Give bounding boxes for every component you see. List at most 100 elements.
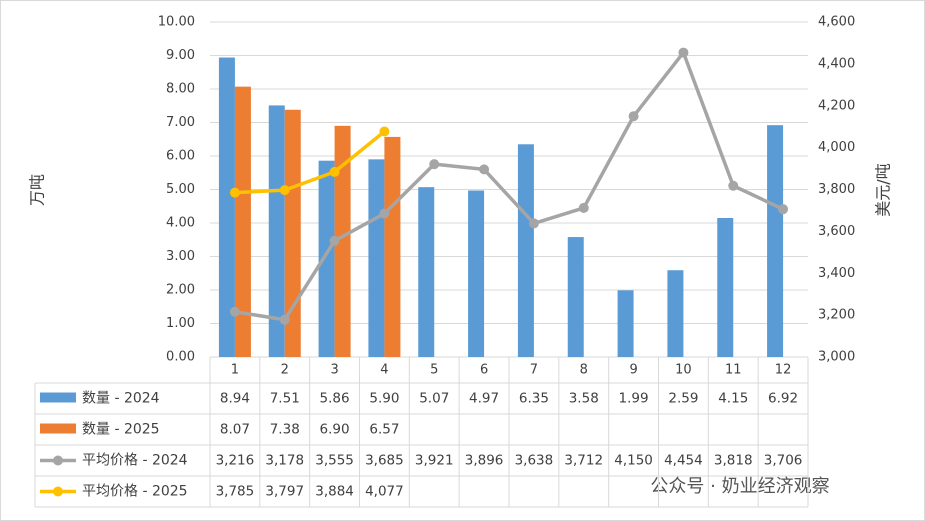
table-value: 3,884 [315, 484, 354, 500]
line-marker [379, 126, 390, 137]
y-tick-label: 5.00 [166, 182, 195, 197]
y2-axis-label: 美元/吨 [874, 163, 893, 216]
line-marker [479, 164, 490, 175]
legend-key [40, 423, 76, 434]
table-value: 3,638 [515, 453, 554, 469]
watermark: 公众号 · 奶业经济观察 [650, 476, 829, 497]
legend-label: 平均价格 - 2025 [82, 484, 188, 500]
y-tick-label: 10.00 [158, 15, 195, 30]
line-marker [528, 218, 539, 229]
legend-label: 数量 - 2024 [82, 391, 160, 407]
table-value: 8.07 [220, 422, 250, 438]
line-marker [678, 47, 689, 58]
y2-tick-label: 4,200 [818, 98, 855, 113]
table-value: 8.94 [220, 391, 250, 407]
x-tick-label: 11 [725, 363, 742, 378]
line-marker [329, 235, 340, 246]
x-tick-label: 10 [675, 363, 692, 378]
table-value: 4,077 [365, 484, 404, 500]
y2-tick-label: 4,400 [818, 56, 855, 71]
y-tick-label: 2.00 [166, 283, 195, 298]
bar [284, 109, 301, 358]
bar [318, 160, 335, 357]
bar [667, 270, 684, 357]
table-value: 5.90 [369, 391, 399, 407]
bar [567, 237, 584, 357]
line-marker [329, 166, 340, 177]
table-value: 6.92 [768, 391, 798, 407]
bar [268, 105, 285, 357]
bar [334, 125, 351, 357]
y2-tick-label: 3,000 [818, 350, 855, 365]
y2-tick-label: 4,600 [818, 15, 855, 30]
y2-tick-label: 3,200 [818, 308, 855, 323]
table-value: 4.15 [718, 391, 748, 407]
line [234, 50, 784, 322]
table-value: 3,785 [216, 484, 255, 500]
bar [368, 159, 385, 357]
table-value: 4,150 [614, 453, 653, 469]
bar [234, 86, 251, 357]
table-value: 3,216 [216, 453, 255, 469]
table-value: 7.51 [270, 391, 300, 407]
y2-tick-label: 3,800 [818, 182, 855, 197]
y2-tick-label: 4,000 [818, 140, 855, 155]
y-tick-label: 6.00 [166, 149, 195, 164]
table-value: 5.07 [419, 391, 449, 407]
table-value: 4,454 [664, 453, 703, 469]
bar [617, 290, 634, 357]
x-tick-label: 3 [330, 363, 338, 378]
table-value: 3,178 [265, 453, 304, 469]
table-value: 3.58 [569, 391, 599, 407]
table-value: 3,818 [714, 453, 753, 469]
x-tick-label: 7 [530, 363, 538, 378]
x-tick-label: 5 [430, 363, 438, 378]
y-tick-label: 0.00 [166, 350, 195, 365]
y2-tick-label: 3,400 [818, 266, 855, 281]
bar [767, 125, 784, 358]
bar [468, 190, 485, 357]
table-value: 5.86 [320, 391, 350, 407]
y-tick-label: 4.00 [166, 216, 195, 231]
line-marker [429, 159, 440, 170]
x-tick-label: 1 [231, 363, 239, 378]
bar [218, 57, 235, 357]
y-axis-label: 万吨 [28, 174, 47, 206]
x-tick-label: 9 [629, 363, 637, 378]
table-value: 6.57 [369, 422, 399, 438]
y-tick-label: 8.00 [166, 82, 195, 97]
bar [384, 136, 401, 357]
table-value: 2.59 [668, 391, 698, 407]
line-marker [578, 202, 589, 213]
table-value: 6.35 [519, 391, 549, 407]
table-value: 3,797 [265, 484, 304, 500]
x-tick-label: 6 [480, 363, 488, 378]
x-tick-label: 4 [380, 363, 388, 378]
table-value: 6.90 [320, 422, 350, 438]
table-value: 3,712 [564, 453, 603, 469]
y-tick-label: 9.00 [166, 48, 195, 63]
legend-label: 数量 - 2025 [82, 422, 160, 438]
bar [418, 187, 435, 357]
table-value: 4.97 [469, 391, 499, 407]
table-value: 1.99 [619, 391, 649, 407]
y-tick-label: 3.00 [166, 249, 195, 264]
line-marker [279, 185, 290, 196]
line-marker [229, 187, 240, 198]
table-value: 3,555 [315, 453, 354, 469]
line-marker [379, 208, 390, 219]
bar [517, 144, 534, 357]
x-tick-label: 2 [281, 363, 289, 378]
y2-tick-label: 3,600 [818, 224, 855, 239]
y-tick-label: 1.00 [166, 316, 195, 331]
table-value: 3,706 [764, 453, 803, 469]
legend-label: 平均价格 - 2024 [82, 453, 188, 469]
line-marker [728, 180, 739, 191]
legend-key [40, 392, 76, 403]
table-value: 3,896 [465, 453, 504, 469]
table-value: 3,921 [415, 453, 454, 469]
bar [717, 217, 734, 357]
x-tick-label: 8 [580, 363, 588, 378]
legend-key [53, 486, 63, 497]
x-tick-label: 12 [775, 363, 792, 378]
